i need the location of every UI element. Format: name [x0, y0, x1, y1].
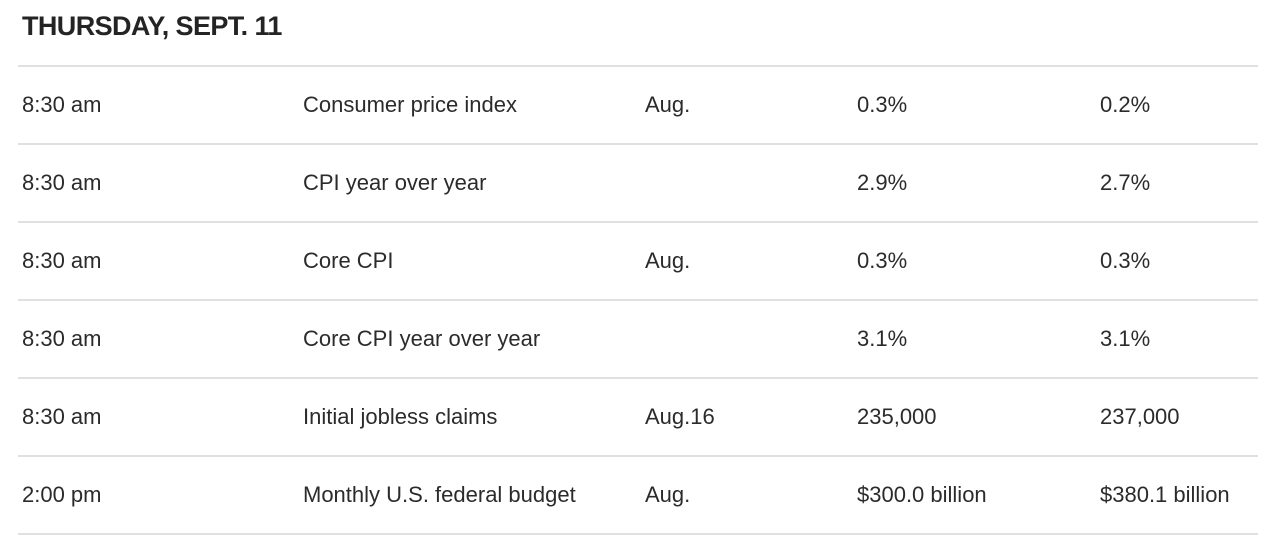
time-cell: 8:30 am — [22, 92, 102, 117]
report-cell: Consumer price index — [303, 92, 517, 117]
time-cell: 2:00 pm — [22, 482, 102, 507]
forecast-cell: 3.1% — [857, 326, 908, 351]
previous-cell: 3.1% — [1100, 326, 1151, 351]
table-row: 8:30 am Consumer price index Aug. 0.3% 0… — [18, 65, 1258, 143]
previous-cell: 0.3% — [1100, 248, 1151, 273]
report-cell: Monthly U.S. federal budget — [303, 482, 576, 507]
report-cell: Initial jobless claims — [303, 404, 498, 429]
previous-cell: 2.7% — [1100, 170, 1151, 195]
report-cell: CPI year over year — [303, 170, 487, 195]
forecast-cell: 235,000 — [857, 404, 937, 429]
report-cell: Core CPI — [303, 248, 394, 273]
forecast-cell: 0.3% — [857, 248, 908, 273]
time-cell: 8:30 am — [22, 248, 102, 273]
period-cell: Aug. — [645, 248, 691, 273]
period-cell: Aug.16 — [645, 404, 715, 429]
forecast-cell: 0.3% — [857, 92, 908, 117]
period-cell: Aug. — [645, 92, 691, 117]
time-cell: 8:30 am — [22, 404, 102, 429]
period-cell: Aug. — [645, 482, 691, 507]
economic-calendar-table: 8:30 am Consumer price index Aug. 0.3% 0… — [18, 65, 1258, 535]
time-cell: 8:30 am — [22, 326, 102, 351]
previous-cell: 0.2% — [1100, 92, 1151, 117]
table-row: 8:30 am Initial jobless claims Aug.16 23… — [18, 377, 1258, 455]
forecast-cell: 2.9% — [857, 170, 908, 195]
table-row: 8:30 am CPI year over year 2.9% 2.7% — [18, 143, 1258, 221]
time-cell: 8:30 am — [22, 170, 102, 195]
report-cell: Core CPI year over year — [303, 326, 541, 351]
table-row: 8:30 am Core CPI year over year 3.1% 3.1… — [18, 299, 1258, 377]
table-row: 8:30 am Core CPI Aug. 0.3% 0.3% — [18, 221, 1258, 299]
previous-cell: $380.1 billion — [1100, 482, 1230, 507]
economic-calendar: THURSDAY, SEPT. 11 8:30 am Consumer pric… — [18, 0, 1258, 535]
previous-cell: 237,000 — [1100, 404, 1180, 429]
forecast-cell: $300.0 billion — [857, 482, 987, 507]
table-row: 2:00 pm Monthly U.S. federal budget Aug.… — [18, 455, 1258, 533]
day-header: THURSDAY, SEPT. 11 — [22, 11, 282, 41]
